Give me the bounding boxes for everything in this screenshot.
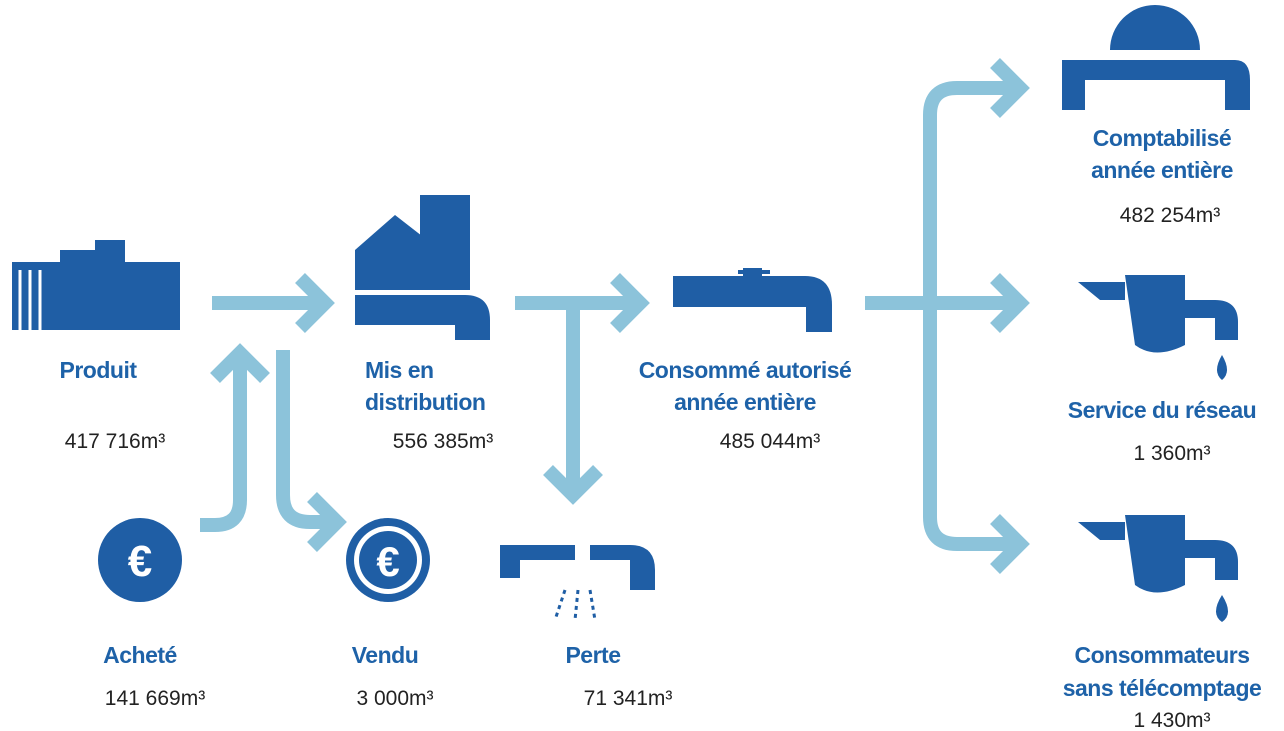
node-value: 1 360m³ — [1133, 442, 1210, 465]
reservoir-icon — [12, 240, 180, 330]
node-value: 417 716m³ — [65, 430, 165, 453]
node-label: année entière — [1091, 157, 1233, 183]
house-icon — [355, 195, 490, 340]
arrow — [923, 58, 1030, 574]
leak-drops — [553, 589, 597, 621]
node-value: 1 430m³ — [1133, 709, 1210, 731]
reservoir-detail — [18, 270, 42, 330]
arrow — [865, 273, 1030, 333]
node-label: Mis en — [365, 357, 434, 383]
node-label: distribution — [365, 389, 485, 415]
node-value: 141 669m³ — [105, 687, 205, 710]
node-label: Comptabilisé — [1093, 125, 1231, 151]
node-label: Consommateurs — [1075, 642, 1250, 668]
arrow — [212, 273, 335, 333]
drop-icon — [1217, 355, 1227, 380]
hand-tap-icon — [1078, 515, 1238, 593]
node-label: sans télécomptage — [1063, 675, 1262, 701]
tap-icon — [673, 268, 832, 332]
node-label: Consommé autorisé — [639, 357, 852, 383]
node-label: année entière — [674, 389, 816, 415]
node-value: 556 385m³ — [393, 430, 493, 453]
arrow — [276, 350, 347, 552]
node-value: 485 044m³ — [720, 430, 820, 453]
coin-icon — [98, 518, 182, 602]
node-value: 482 254m³ — [1120, 204, 1220, 227]
euro-sign: € — [376, 538, 399, 585]
node-label: Vendu — [352, 642, 419, 668]
node-label: Acheté — [103, 642, 177, 668]
node-label: Produit — [60, 357, 138, 383]
drop-icon — [1216, 595, 1228, 622]
node-value: 71 341m³ — [584, 687, 673, 710]
meter-icon — [1062, 5, 1250, 110]
node-label: Service du réseau — [1068, 397, 1256, 423]
arrow — [543, 303, 603, 505]
euro-sign: € — [128, 537, 152, 586]
leak-pipe-icon — [500, 545, 655, 590]
node-value: 3 000m³ — [356, 687, 433, 710]
coin-core — [359, 531, 417, 589]
arrows — [200, 58, 1030, 574]
node-label: Perte — [565, 642, 620, 668]
icons: € € — [12, 5, 1250, 622]
hand-tap-icon — [1078, 275, 1238, 353]
arrow — [200, 343, 270, 532]
